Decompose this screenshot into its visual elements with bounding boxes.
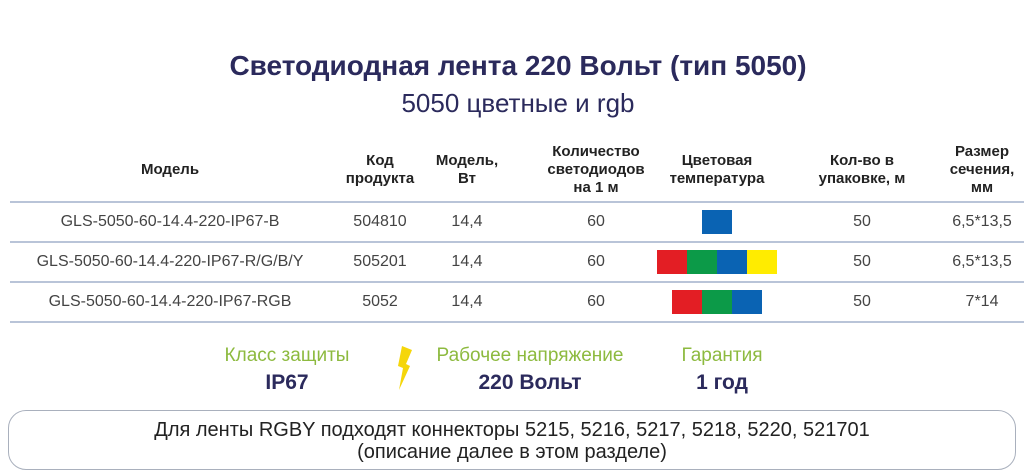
cell-model: GLS-5050-60-14.4-220-IP67-B xyxy=(60,213,280,230)
column-header-model: Модель xyxy=(140,161,200,178)
note-line-2: (описание далее в этом разделе) xyxy=(357,441,667,463)
spec-value: IP67 xyxy=(265,371,309,394)
cell-size: 6,5*13,5 xyxy=(952,213,1012,230)
row-divider xyxy=(10,321,1024,323)
color-swatch xyxy=(717,250,747,274)
cell-model: GLS-5050-60-14.4-220-IP67-R/G/B/Y xyxy=(36,253,304,270)
cell-watts: 14,4 xyxy=(451,253,483,270)
page-subtitle: 5050 цветные и rgb xyxy=(401,88,635,118)
cell-code: 504810 xyxy=(353,213,407,230)
spec-label: Класс защиты xyxy=(224,345,350,366)
cell-pack: 50 xyxy=(853,213,871,230)
row-divider xyxy=(10,201,1024,203)
cell-leds: 60 xyxy=(587,213,605,230)
page-title: Светодиодная лента 220 Вольт (тип 5050) xyxy=(229,50,807,81)
color-swatch xyxy=(747,250,777,274)
column-header-colors: Цветовая температура xyxy=(669,152,765,187)
color-swatch xyxy=(672,290,702,314)
column-header-code: Код продукта xyxy=(345,152,415,187)
column-header-watts: Модель, Вт xyxy=(435,152,499,187)
cell-watts: 14,4 xyxy=(451,213,483,230)
lightning-icon xyxy=(398,346,412,390)
cell-leds: 60 xyxy=(587,293,605,310)
color-swatch xyxy=(702,290,732,314)
cell-code: 5052 xyxy=(362,293,398,310)
note-line-1: Для ленты RGBY подходят коннекторы 5215,… xyxy=(154,419,870,441)
color-swatch xyxy=(732,290,762,314)
cell-model: GLS-5050-60-14.4-220-IP67-RGB xyxy=(48,293,292,310)
spec-value: 220 Вольт xyxy=(478,371,582,394)
cell-pack: 50 xyxy=(853,293,871,310)
cell-pack: 50 xyxy=(853,253,871,270)
color-swatch xyxy=(702,210,732,234)
spec-label: Рабочее напряжение xyxy=(436,345,624,366)
column-header-leds: Количество светодиодов на 1 м xyxy=(547,143,645,196)
row-divider xyxy=(10,281,1024,283)
color-swatches xyxy=(672,290,762,314)
color-swatch xyxy=(657,250,687,274)
spec-value: 1 год xyxy=(696,371,748,394)
connector-note: Для ленты RGBY подходят коннекторы 5215,… xyxy=(8,410,1016,470)
cell-code: 505201 xyxy=(353,253,407,270)
cell-size: 7*14 xyxy=(965,293,999,310)
row-divider xyxy=(10,241,1024,243)
color-swatches xyxy=(657,250,777,274)
cell-watts: 14,4 xyxy=(451,293,483,310)
color-swatch xyxy=(687,250,717,274)
spec-label: Гарантия xyxy=(681,345,763,366)
color-swatches xyxy=(702,210,732,234)
cell-size: 6,5*13,5 xyxy=(952,253,1012,270)
column-header-pack: Кол-во в упаковке, м xyxy=(818,152,906,187)
column-header-size: Размер сечения, мм xyxy=(949,143,1015,196)
cell-leds: 60 xyxy=(587,253,605,270)
